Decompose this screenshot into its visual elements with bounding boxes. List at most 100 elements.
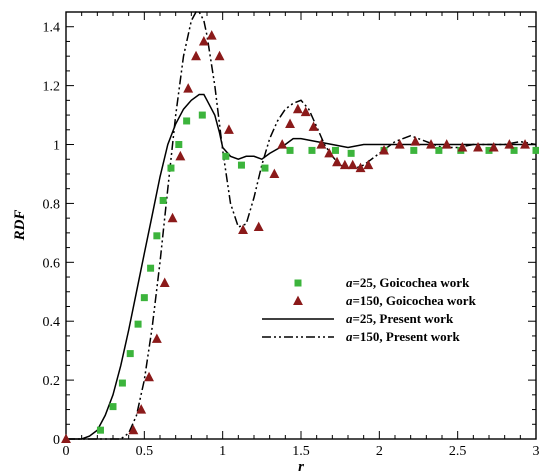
data-point-square (435, 146, 443, 154)
data-point-triangle (269, 168, 280, 179)
data-point-triangle (175, 150, 186, 161)
legend-label-italic: a (346, 311, 353, 326)
axis-ticks: 0 0.5 1 1.5 2 2.5 3 0 0.2 0.4 0.6 0.8 1 1.2 1.4 (43, 12, 539, 459)
legend-label-rest: =25, Present work (353, 311, 454, 326)
data-point-triangle (300, 106, 311, 117)
data-point-triangle (151, 333, 162, 343)
legend-label: a=150, Present work (346, 329, 460, 344)
data-point-triangle (159, 277, 170, 287)
data-point-triangle (253, 221, 264, 232)
data-point-triangle (410, 136, 421, 146)
data-point-triangle (206, 30, 217, 40)
data-point-square (159, 196, 167, 204)
data-point-square (347, 149, 355, 157)
data-point-triangle (473, 142, 483, 152)
data-point-triangle (61, 433, 71, 444)
x-tick-label: 0 (63, 444, 70, 459)
data-point-square (118, 379, 126, 387)
data-point-triangle (324, 147, 335, 158)
legend-label: a=25, Present work (346, 311, 454, 326)
legend-label-rest: =150, Goicochea work (353, 293, 477, 308)
y-axis-title: RDF (12, 210, 28, 242)
data-point-triangle (277, 139, 288, 149)
data-point-triangle (332, 156, 342, 167)
legend-square-swatch (294, 279, 302, 287)
data-point-square (331, 146, 339, 154)
y-tick-label: 1 (53, 139, 60, 154)
data-point-square (222, 152, 230, 160)
legend-label-italic: a (346, 275, 353, 290)
data-point-triangle (128, 424, 139, 435)
data-point-triangle (441, 139, 452, 149)
legend-label-italic: a (346, 293, 353, 308)
y-tick-label: 0 (53, 433, 60, 448)
data-point-triangle (223, 124, 234, 134)
data-point-square (532, 146, 539, 154)
data-point-triangle (136, 404, 147, 414)
y-tick-label: 1.2 (43, 80, 61, 95)
data-point-square (109, 403, 117, 411)
data-point-square (134, 320, 142, 328)
data-point-triangle (292, 103, 303, 114)
legend-label-rest: =150, Present work (353, 329, 461, 344)
y-tick-label: 1.4 (43, 21, 61, 36)
data-point-triangle (214, 50, 225, 61)
data-point-square (126, 350, 134, 358)
data-point-square (198, 111, 206, 119)
data-point-square (261, 164, 269, 172)
x-tick-label: 3 (533, 444, 539, 459)
y-tick-label: 0.2 (43, 374, 61, 389)
y-tick-label: 0.4 (43, 315, 61, 330)
data-point-triangle (191, 50, 201, 61)
data-point-square (140, 294, 148, 302)
data-point-triangle (426, 139, 436, 149)
data-point-square (237, 161, 245, 169)
legend-triangle-swatch (293, 295, 303, 306)
series-line-3 (66, 11, 537, 440)
data-point-square (147, 264, 155, 272)
data-point-triangle (363, 159, 374, 170)
data-point-triangle (488, 142, 499, 152)
legend-label-rest: =25, Goicochea work (353, 275, 471, 290)
data-point-triangle (167, 212, 178, 223)
x-tick-label: 2 (376, 444, 383, 459)
x-tick-label: 1.5 (292, 444, 310, 459)
data-point-triangle (520, 139, 530, 149)
data-point-triangle (339, 159, 350, 170)
data-point-triangle (144, 371, 154, 382)
data-point-square (167, 164, 175, 172)
data-point-triangle (238, 224, 248, 234)
data-point-triangle (394, 139, 405, 149)
data-point-square (183, 117, 191, 125)
x-tick-label: 1 (219, 444, 226, 459)
legend-label: a=25, Goicochea work (346, 275, 470, 290)
legend-label: a=150, Goicochea work (346, 293, 477, 308)
plot-frame (65, 11, 537, 440)
data-point-square (410, 146, 418, 154)
y-tick-label: 0.6 (43, 256, 61, 271)
data-point-triangle (285, 118, 295, 128)
data-point-triangle (347, 159, 358, 170)
data-point-square (485, 146, 493, 154)
x-tick-label: 0.5 (136, 444, 154, 459)
data-point-triangle (457, 142, 468, 152)
data-point-triangle (308, 121, 319, 131)
data-point-triangle (355, 162, 366, 173)
legend-label-italic: a (346, 329, 353, 344)
data-point-triangle (504, 139, 515, 149)
data-point-square (510, 146, 518, 154)
data-point-square (175, 141, 183, 149)
data-point-square (96, 426, 104, 434)
series-line-2 (66, 93, 536, 440)
data-point-triangle (379, 145, 389, 155)
x-axis-title: r (298, 459, 304, 473)
x-tick-label: 2.5 (449, 444, 467, 459)
series-lines (66, 11, 537, 440)
series-markers (61, 30, 539, 444)
data-point-triangle (198, 36, 209, 46)
data-point-square (286, 146, 294, 154)
data-point-square (308, 146, 316, 154)
y-tick-label: 0.8 (43, 197, 61, 212)
